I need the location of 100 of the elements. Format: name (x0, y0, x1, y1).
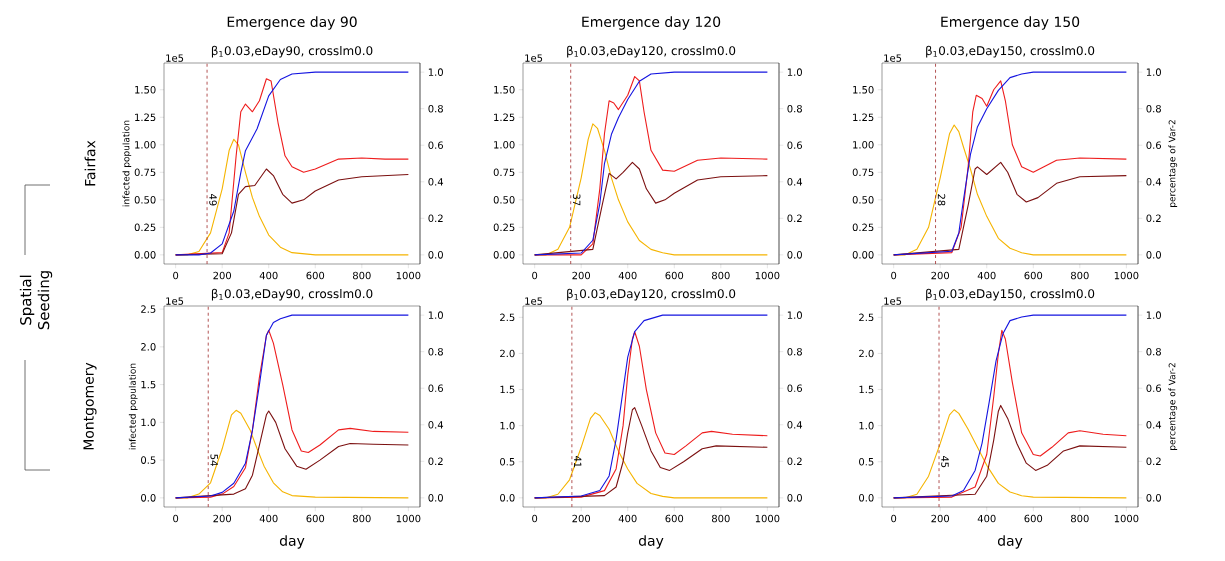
y2-tick-label: 1.0 (428, 311, 443, 319)
x-tick-label: 200 (213, 271, 232, 280)
x-tick-label: 800 (1071, 514, 1089, 523)
y2-tick-label: 0.4 (1146, 421, 1162, 429)
y-tick-label: 0.5 (500, 457, 515, 466)
x-tick-label: 400 (259, 271, 278, 280)
y-axis-title: infected population (122, 120, 132, 207)
y-tick-label: 1.00 (853, 141, 874, 149)
y-tick-label: 1.50 (135, 85, 156, 94)
chart-title: β$_{1}$0.03,eDay90, crosslm0.0 (211, 45, 373, 58)
y2-tick-label: 0.4 (1146, 178, 1162, 186)
y-tick-label: 0.25 (493, 223, 515, 232)
y2-tick-label: 0.8 (1146, 347, 1161, 356)
y2-tick-label: 0.4 (428, 178, 444, 186)
text: Fairfax (84, 140, 96, 186)
y-tick-label: 0.5 (141, 456, 156, 464)
y2-tick-label: 0.6 (1146, 384, 1162, 392)
y-tick-label: 2.0 (141, 343, 156, 351)
y-tick-label: 0.25 (852, 223, 874, 232)
x-tick-label: 400 (618, 514, 637, 523)
y-tick-label: 1.25 (853, 113, 874, 122)
y2-tick-label: 0.4 (428, 421, 444, 429)
x-tick-label: 200 (213, 514, 232, 523)
y2-tick-label: 0.2 (1146, 214, 1161, 223)
y-tick-label: 0.75 (134, 168, 156, 177)
chart-title: β$_{1}$0.03,eDay150, crosslm0.0 (926, 288, 1095, 301)
text: Spatial Seeding (19, 271, 53, 330)
y-tick-label: 1.5 (141, 380, 156, 389)
x-tick-label: 600 (665, 514, 684, 523)
y-tick-label: 2.0 (500, 349, 515, 358)
y-tick-label: 2.5 (859, 313, 874, 322)
y2-tick-label: 0.2 (428, 457, 443, 466)
y-tick-label: 0.25 (134, 223, 156, 232)
y-tick-label: 0.75 (852, 168, 874, 177)
x-tick-label: 800 (352, 514, 371, 523)
y2-tick-label: 0.2 (787, 457, 802, 466)
x-axis-title: day (279, 535, 305, 549)
y2-tick-label: 0.2 (787, 214, 802, 223)
y2-tick-label: 0.0 (1146, 494, 1161, 502)
x-tick-label: 1000 (1114, 271, 1139, 280)
y2-tick-label: 0.6 (787, 384, 803, 392)
annotation: 54 (210, 454, 218, 466)
x-tick-label: 1000 (396, 271, 421, 280)
y2-tick-label: 1.0 (428, 68, 443, 76)
x-tick-label: 600 (1024, 271, 1043, 280)
y2-tick-label: 0.2 (1146, 457, 1161, 466)
x-tick-label: 600 (1024, 514, 1043, 523)
x-tick-label: 600 (306, 514, 325, 523)
line-series (893, 124, 1127, 256)
chart-title: β$_{1}$0.03,eDay120, crosslm0.0 (567, 288, 736, 301)
y2-tick-label: 0.8 (1146, 104, 1161, 113)
y2-tick-label: 0.8 (787, 347, 802, 356)
chart-title: β$_{1}$0.03,eDay90, crosslm0.0 (211, 288, 373, 301)
y-tick-label: 1.0 (859, 421, 874, 430)
y2-tick-label: 1.0 (1146, 68, 1161, 76)
x-tick-label: 400 (977, 271, 996, 280)
y2-tick-label: 0.8 (428, 104, 443, 113)
y2-tick-label: 0.8 (787, 104, 802, 113)
y-tick-label: 0.00 (134, 251, 156, 259)
annotation: 41 (574, 455, 582, 468)
annotation: 37 (572, 194, 581, 206)
text: Emergence day 150 (941, 16, 1080, 30)
x-tick-label: 0 (532, 514, 538, 523)
y-tick-label: 1.0 (141, 418, 156, 427)
y2-tick-label: 0.0 (1146, 251, 1161, 259)
text: 1e5 (884, 54, 902, 62)
y-tick-label: 1.0 (500, 421, 515, 430)
y2-tick-label: 1.0 (787, 311, 802, 319)
x-tick-label: 800 (711, 271, 730, 280)
y-tick-label: 0.5 (859, 457, 874, 466)
y-tick-label: 0.0 (859, 494, 874, 502)
y-axis-title: infected population (128, 363, 138, 450)
x-tick-label: 800 (352, 271, 371, 280)
y-tick-label: 0.0 (500, 494, 515, 502)
y-tick-label: 1.00 (494, 141, 515, 149)
annotation: 45 (941, 455, 949, 468)
y-tick-label: 1.00 (135, 141, 156, 149)
y-tick-label: 1.5 (859, 385, 874, 394)
x-tick-label: 400 (618, 271, 637, 280)
y-tick-label: 0.50 (493, 196, 515, 204)
annotation: 49 (209, 193, 217, 206)
x-tick-label: 0 (891, 514, 897, 523)
y2-tick-label: 0.2 (428, 214, 443, 223)
y2-tick-label: 1.0 (1146, 311, 1161, 319)
y-tick-label: 2.5 (141, 305, 156, 313)
x-tick-label: 200 (572, 514, 591, 523)
text: Montgomery (83, 362, 97, 450)
y2-tick-label: 0.6 (428, 141, 443, 149)
text: 1e5 (525, 54, 543, 62)
y2-tick-label: 0.0 (428, 251, 443, 259)
y2-tick-label: 0.4 (787, 178, 803, 186)
text: 1e5 (884, 297, 902, 305)
y2-tick-label: 0.0 (787, 494, 802, 502)
chart-title: β$_{1}$0.03,eDay120, crosslm0.0 (567, 45, 736, 58)
y-tick-label: 2.0 (859, 349, 874, 358)
y-tick-label: 0.0 (141, 494, 156, 502)
y2-tick-label: 0.0 (787, 251, 802, 259)
x-tick-label: 0 (173, 514, 179, 523)
text: 1e5 (166, 297, 184, 305)
x-axis-title: day (638, 535, 664, 549)
